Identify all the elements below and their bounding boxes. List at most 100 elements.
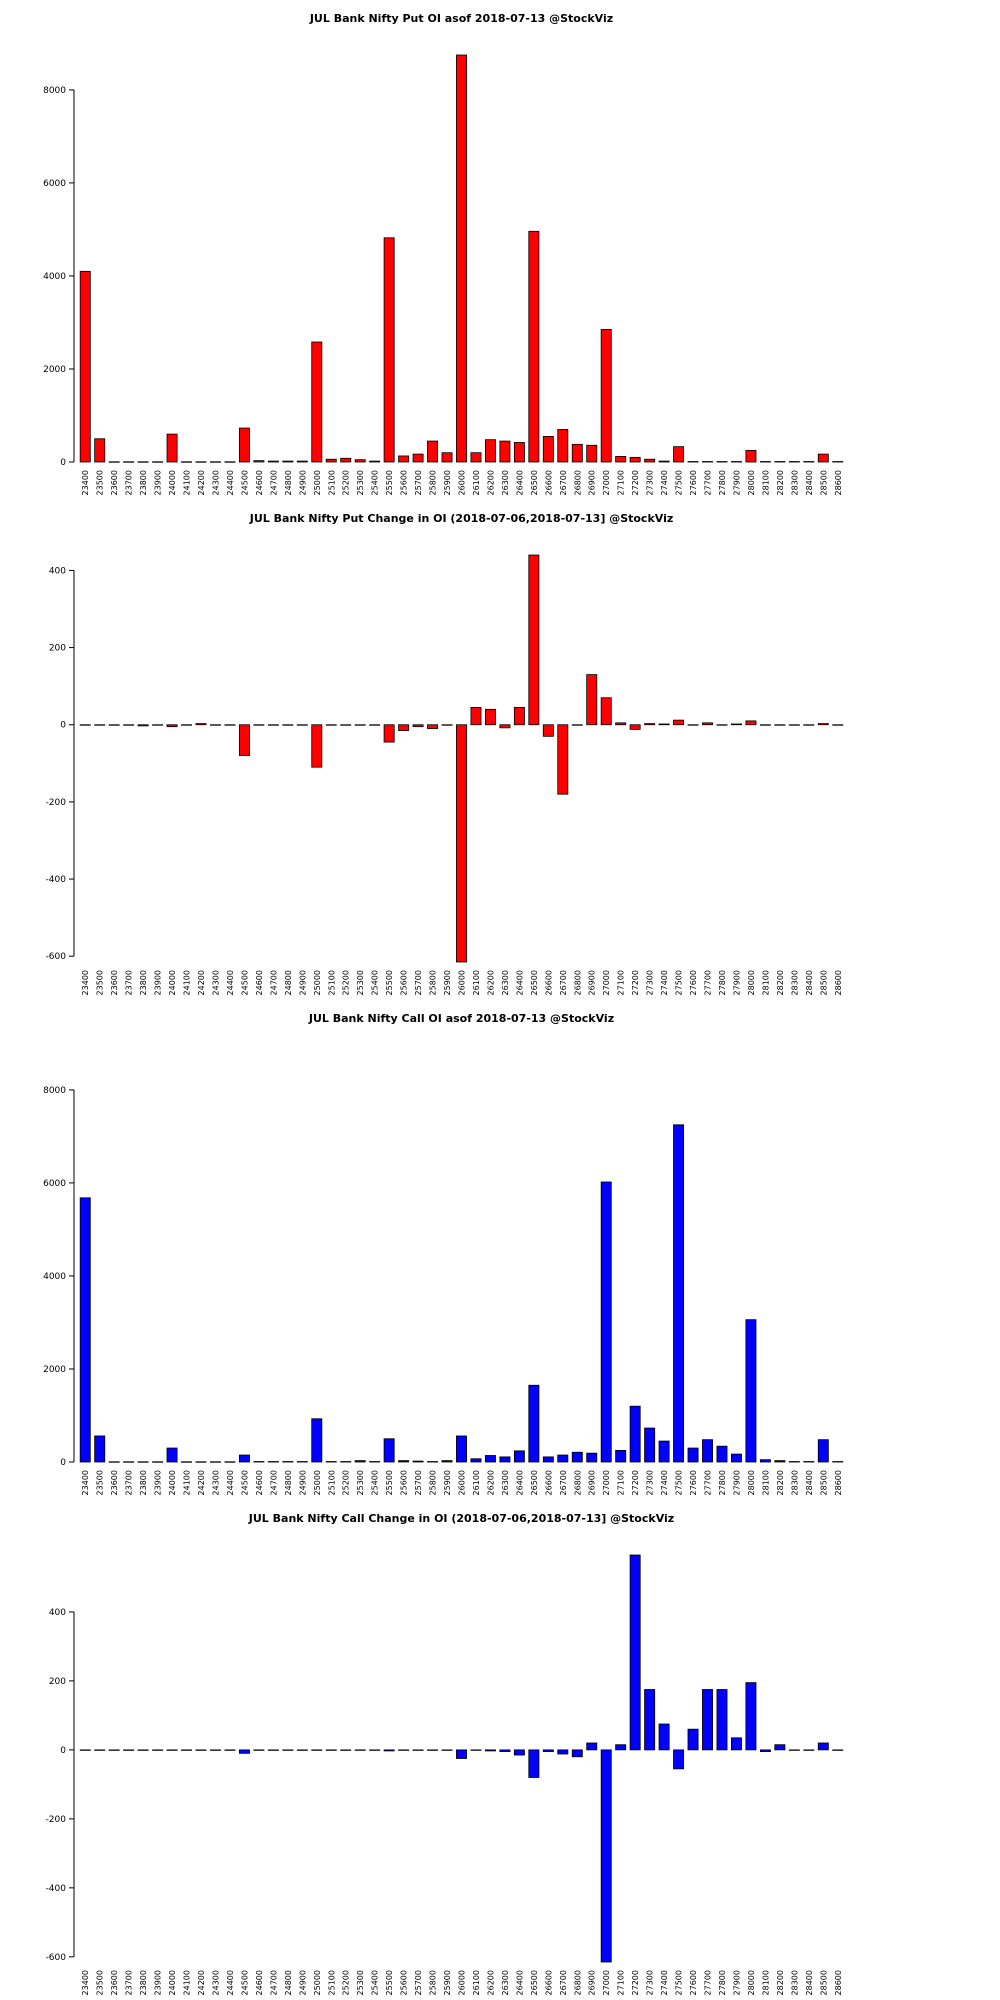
x-tick-label: 26200 bbox=[486, 470, 495, 495]
x-tick-label: 25700 bbox=[414, 1470, 423, 1495]
bar bbox=[181, 724, 193, 726]
x-tick-label: 25300 bbox=[356, 1970, 365, 1995]
x-tick-label: 28500 bbox=[819, 1970, 828, 1995]
bar bbox=[456, 1435, 467, 1463]
bar bbox=[166, 1749, 178, 1751]
x-tick-label: 25800 bbox=[429, 970, 438, 995]
bar bbox=[730, 1453, 742, 1463]
bar bbox=[615, 1744, 627, 1751]
x-tick-label: 28000 bbox=[747, 1470, 756, 1495]
x-tick-label: 28200 bbox=[776, 970, 785, 995]
x-tick-label: 26300 bbox=[501, 970, 510, 995]
bar bbox=[427, 440, 439, 463]
bar bbox=[557, 429, 569, 463]
bar bbox=[513, 706, 525, 726]
bar bbox=[311, 1418, 323, 1463]
bar bbox=[456, 724, 467, 963]
x-tick-label: 25500 bbox=[385, 470, 394, 495]
x-tick-label: 25400 bbox=[371, 470, 380, 495]
x-tick-label: 27600 bbox=[689, 970, 698, 995]
x-tick-label: 26500 bbox=[530, 970, 539, 995]
x-tick-label: 27000 bbox=[602, 970, 611, 995]
x-tick-label: 28600 bbox=[834, 970, 843, 995]
bar bbox=[456, 54, 467, 463]
x-tick-label: 27300 bbox=[646, 1470, 655, 1495]
bar bbox=[658, 1440, 670, 1463]
bar bbox=[644, 723, 656, 726]
x-tick-label: 26100 bbox=[472, 1470, 481, 1495]
bar bbox=[369, 1461, 381, 1463]
x-tick-label: 23600 bbox=[110, 970, 119, 995]
bar bbox=[571, 1451, 583, 1463]
x-tick-label: 27100 bbox=[617, 1470, 626, 1495]
bar bbox=[354, 459, 366, 463]
x-tick-label: 25600 bbox=[400, 1970, 409, 1995]
bar bbox=[644, 458, 656, 463]
bar bbox=[658, 460, 670, 463]
x-tick-label: 24200 bbox=[197, 1970, 206, 1995]
x-tick-label: 27900 bbox=[732, 970, 741, 995]
y-tick-label: 0 bbox=[60, 1746, 66, 1756]
bar bbox=[542, 1749, 554, 1753]
x-tick-label: 26700 bbox=[559, 1470, 568, 1495]
bar bbox=[745, 1319, 757, 1463]
x-tick-label: 23500 bbox=[96, 470, 105, 495]
x-tick-label: 24400 bbox=[226, 970, 235, 995]
x-tick-label: 24900 bbox=[298, 1470, 307, 1495]
chart-title: JUL Bank Nifty Put Change in OI (2018-07… bbox=[249, 512, 674, 525]
y-tick-label: 0 bbox=[60, 721, 66, 731]
x-tick-label: 24100 bbox=[183, 970, 192, 995]
x-tick-label: 25800 bbox=[429, 1970, 438, 1995]
bar bbox=[774, 724, 786, 726]
x-tick-label: 26100 bbox=[472, 1970, 481, 1995]
bar bbox=[108, 461, 120, 463]
x-tick-label: 26400 bbox=[515, 470, 524, 495]
bar bbox=[557, 724, 569, 795]
bar bbox=[499, 1749, 511, 1753]
y-tick-label: 400 bbox=[49, 1608, 66, 1618]
x-tick-label: 27100 bbox=[617, 470, 626, 495]
x-tick-label: 27400 bbox=[660, 1970, 669, 1995]
x-tick-label: 27900 bbox=[732, 1470, 741, 1495]
bar bbox=[730, 1737, 742, 1751]
x-tick-label: 25500 bbox=[385, 970, 394, 995]
x-tick-label: 25400 bbox=[371, 1970, 380, 1995]
x-tick-label: 25500 bbox=[385, 1470, 394, 1495]
x-tick-label: 28000 bbox=[747, 970, 756, 995]
bar bbox=[311, 1749, 323, 1751]
x-tick-label: 26100 bbox=[472, 470, 481, 495]
x-tick-label: 23400 bbox=[81, 470, 90, 495]
x-tick-label: 27900 bbox=[732, 470, 741, 495]
x-tick-label: 26700 bbox=[559, 1970, 568, 1995]
bar bbox=[586, 674, 598, 726]
x-tick-label: 25200 bbox=[342, 970, 351, 995]
x-tick-label: 27000 bbox=[602, 470, 611, 495]
bar bbox=[629, 456, 641, 463]
bar bbox=[210, 461, 221, 463]
bar bbox=[759, 724, 771, 726]
bar bbox=[354, 1460, 366, 1463]
bar bbox=[687, 724, 699, 726]
bar bbox=[195, 1461, 207, 1463]
bar bbox=[673, 1749, 685, 1770]
bar bbox=[629, 1405, 641, 1463]
bar bbox=[788, 1461, 800, 1463]
bar bbox=[369, 460, 381, 463]
bar bbox=[788, 1749, 800, 1751]
x-tick-label: 23500 bbox=[96, 1970, 105, 1995]
bar bbox=[673, 1124, 685, 1463]
x-tick-label: 26900 bbox=[588, 1470, 597, 1495]
bar bbox=[470, 1749, 482, 1751]
y-tick-label: 2000 bbox=[43, 1365, 66, 1375]
x-tick-label: 26700 bbox=[559, 470, 568, 495]
bar bbox=[817, 723, 829, 726]
bar bbox=[166, 1447, 178, 1463]
bar bbox=[441, 452, 453, 463]
bar bbox=[383, 1749, 395, 1752]
x-tick-label: 25200 bbox=[342, 470, 351, 495]
x-tick-label: 25400 bbox=[371, 1470, 380, 1495]
bar bbox=[759, 1749, 771, 1753]
x-tick-label: 23700 bbox=[125, 470, 134, 495]
bar bbox=[296, 1749, 308, 1751]
